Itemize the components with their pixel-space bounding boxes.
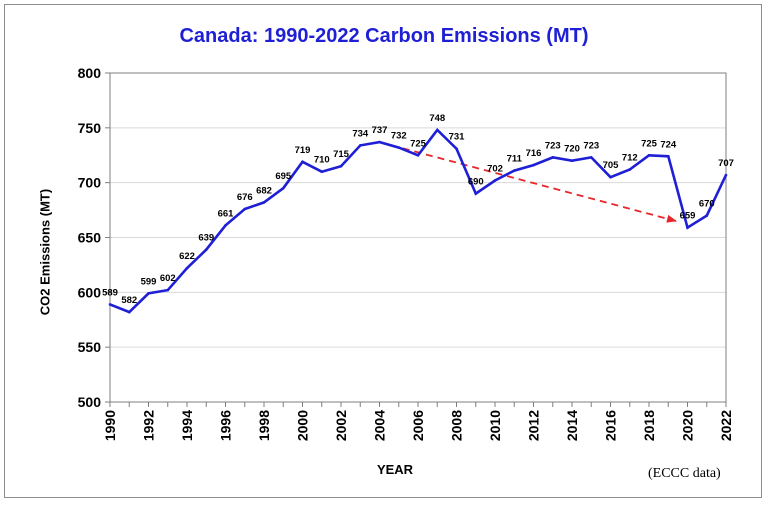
data-label: 690 <box>468 177 484 188</box>
data-label: 707 <box>718 158 734 169</box>
data-label: 731 <box>449 132 466 143</box>
data-point <box>493 179 497 182</box>
data-label: 622 <box>179 251 195 262</box>
data-label: 639 <box>198 233 214 244</box>
x-axis-label: YEAR <box>376 462 414 477</box>
data-label: 720 <box>564 144 580 155</box>
data-point <box>435 128 439 132</box>
x-tick-label: 1990 <box>102 410 118 441</box>
data-label: 676 <box>237 192 253 203</box>
data-point <box>647 153 651 157</box>
data-point <box>512 169 516 172</box>
x-tick-label: 2008 <box>449 410 465 441</box>
data-point <box>686 226 689 229</box>
data-label: 715 <box>333 149 350 160</box>
x-tick-label: 2010 <box>487 410 503 441</box>
data-label: 723 <box>545 140 561 151</box>
x-tick-label: 2016 <box>603 410 619 441</box>
data-label: 599 <box>141 276 157 287</box>
data-label: 702 <box>487 163 503 174</box>
data-point <box>358 144 362 147</box>
data-label: 695 <box>275 171 292 182</box>
data-point <box>204 248 208 251</box>
data-label: 724 <box>660 139 677 150</box>
data-point <box>666 155 670 158</box>
y-tick-label: 700 <box>78 175 102 191</box>
data-point <box>474 192 478 195</box>
data-label: 705 <box>603 160 620 171</box>
data-label: 711 <box>507 154 523 165</box>
x-tick-label: 1998 <box>256 410 272 441</box>
x-tick-label: 2004 <box>372 410 388 441</box>
data-label: 719 <box>295 145 311 156</box>
data-point <box>609 175 612 179</box>
data-point <box>127 310 131 314</box>
data-label: 659 <box>680 211 696 222</box>
data-label: 589 <box>102 287 118 298</box>
x-tick-label: 2000 <box>295 410 311 441</box>
data-point <box>455 147 458 150</box>
data-label: 723 <box>583 140 599 151</box>
y-tick-label: 750 <box>78 120 102 136</box>
x-tick-label: 1992 <box>141 410 157 441</box>
data-point <box>397 146 401 149</box>
x-tick-label: 2022 <box>718 410 734 441</box>
data-label: 748 <box>429 113 445 124</box>
data-point <box>705 214 709 217</box>
trend-arrow <box>379 141 677 223</box>
x-tick-label: 2014 <box>564 410 580 441</box>
data-label: 712 <box>622 153 638 164</box>
x-tick-label: 1996 <box>218 410 234 441</box>
data-point <box>532 163 535 167</box>
data-point <box>262 201 266 204</box>
chart-title: Canada: 1990-2022 Carbon Emissions (MT) <box>179 25 589 47</box>
y-tick-label: 650 <box>78 230 102 246</box>
data-point <box>551 156 555 159</box>
data-point <box>320 170 324 173</box>
y-tick-label: 550 <box>78 339 102 355</box>
data-point <box>243 207 247 211</box>
x-tick-label: 2002 <box>333 410 349 441</box>
data-point <box>281 186 285 190</box>
data-point <box>108 303 112 306</box>
y-tick-label: 500 <box>78 394 102 410</box>
data-label: 682 <box>256 185 272 196</box>
data-label: 732 <box>391 131 407 142</box>
data-label: 734 <box>352 128 369 139</box>
data-point <box>339 164 343 168</box>
data-point <box>147 292 150 295</box>
data-point <box>166 288 170 292</box>
x-tick-label: 2020 <box>680 410 696 441</box>
y-tick-label: 800 <box>78 65 102 81</box>
y-tick-label: 600 <box>78 284 102 300</box>
data-label: 582 <box>121 295 137 306</box>
data-point <box>185 266 189 270</box>
data-point <box>301 160 304 164</box>
data-point <box>628 168 632 171</box>
data-point <box>378 140 381 144</box>
data-label: 716 <box>526 148 542 159</box>
x-tick-label: 1994 <box>179 410 195 441</box>
data-label: 710 <box>314 155 330 166</box>
data-point <box>416 153 420 157</box>
x-tick-label: 2012 <box>526 410 542 441</box>
data-point <box>589 156 593 159</box>
data-label: 725 <box>410 138 427 149</box>
data-point <box>224 224 227 227</box>
data-point <box>724 173 728 177</box>
x-tick-label: 2006 <box>410 410 426 441</box>
chart-frame <box>4 4 762 498</box>
data-point <box>570 159 574 163</box>
data-label: 725 <box>641 138 658 149</box>
data-label: 602 <box>160 273 176 284</box>
source-note: (ECCC data) <box>648 466 721 481</box>
data-label: 670 <box>699 199 715 210</box>
data-label: 661 <box>218 208 235 219</box>
x-tick-label: 2018 <box>641 410 657 441</box>
data-label: 737 <box>372 125 388 136</box>
